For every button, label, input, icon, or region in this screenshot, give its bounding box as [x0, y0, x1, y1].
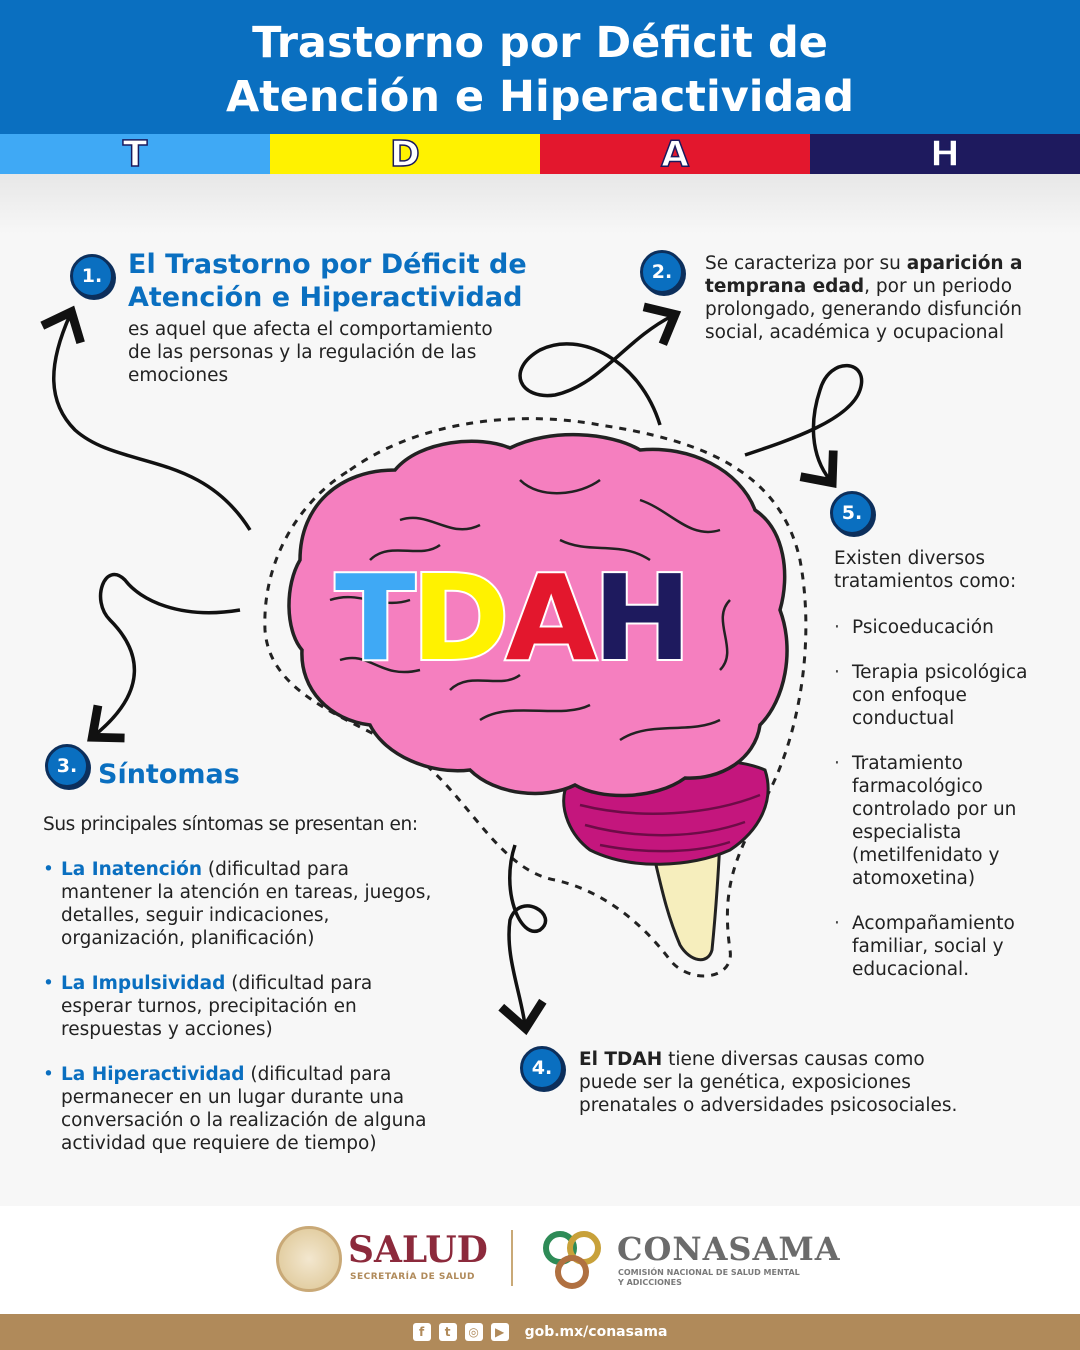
tdah-letter-h: H — [591, 549, 694, 687]
acronym-letter-a: A — [540, 133, 810, 175]
header-banner: Trastorno por Déficit de Atención e Hipe… — [0, 0, 1080, 134]
tdah-letter-t: T — [333, 549, 417, 687]
section3-intro: Sus principales síntomas se presentan en… — [43, 814, 418, 835]
section3-title: Síntomas — [98, 759, 240, 790]
conasama-logo-text: CONASAMA — [617, 1230, 841, 1268]
symptom-label: La Hiperactividad — [61, 1064, 245, 1085]
page-title-line1: Trastorno por Déficit de — [252, 18, 828, 68]
section2-badge: 2. — [640, 250, 684, 294]
conasama-logo-icon — [543, 1231, 601, 1289]
section1-title-line1: El Trastorno por Déficit de — [128, 249, 527, 280]
section3-badge: 3. — [45, 744, 89, 788]
instagram-icon[interactable]: ◎ — [464, 1323, 483, 1341]
brain-tdah-word: T D A H — [333, 549, 745, 687]
section2-text-pre: Se caracteriza por su — [705, 253, 907, 274]
acronym-bar: T D A H — [0, 133, 1080, 175]
website-link[interactable]: gob.mx/conasama — [524, 1324, 668, 1340]
tdah-letter-a: A — [503, 549, 598, 687]
symptom-item: La Hiperactividad (dificultad para perma… — [43, 1063, 433, 1155]
salud-logo-text: SALUD — [348, 1229, 488, 1271]
section2-text-bold: aparición a temprana edad — [705, 253, 1023, 297]
section4-text-post: tiene diversas causas como puede ser la … — [579, 1049, 958, 1116]
mexico-seal-icon — [276, 1226, 342, 1292]
treatment-item: Psicoeducación — [834, 616, 1059, 639]
footer-logos: SALUD SECRETARÍA DE SALUD CONASAMA COMIS… — [0, 1206, 1080, 1314]
section2-text: Se caracteriza por su aparición a tempra… — [705, 252, 1050, 344]
section4-badge: 4. — [520, 1046, 564, 1090]
symptom-label: La Impulsividad — [61, 973, 226, 994]
footer-divider — [511, 1230, 513, 1286]
symptom-desc: (dificultad para mantener la atención en… — [61, 859, 432, 949]
section1-title: El Trastorno por Déficit de Atención e H… — [128, 248, 548, 314]
symptom-item: La Inatención (dificultad para mantener … — [43, 858, 433, 950]
facebook-icon[interactable]: f — [412, 1323, 431, 1341]
treatments-list: Psicoeducación Terapia psicológica con e… — [834, 616, 1059, 1003]
acronym-letter-t: T — [0, 133, 270, 175]
treatment-item: Acompañamiento familiar, social y educac… — [834, 912, 1059, 981]
acronym-letter-h: H — [810, 133, 1080, 175]
conasama-logo-subtitle-1: COMISIÓN NACIONAL DE SALUD MENTAL — [618, 1268, 800, 1277]
treatment-item: Tratamiento farmacológico controlado por… — [834, 752, 1059, 890]
section4-text-bold: El TDAH — [579, 1049, 663, 1070]
section5-badge: 5. — [830, 491, 874, 535]
conasama-logo-subtitle-2: Y ADICCIONES — [618, 1278, 682, 1287]
section4-text: El TDAH tiene diversas causas como puede… — [579, 1048, 959, 1117]
youtube-icon[interactable]: ▶ — [490, 1323, 509, 1341]
social-bar: f t ◎ ▶ gob.mx/conasama — [0, 1314, 1080, 1350]
section5-intro: Existen diversos tratamientos como: — [834, 548, 1017, 592]
page-title-line2: Atención e Hiperactividad — [225, 72, 855, 122]
section1-text: es aquel que afecta el comportamiento de… — [128, 319, 493, 386]
salud-logo-subtitle: SECRETARÍA DE SALUD — [350, 1272, 475, 1282]
symptom-label: La Inatención — [61, 859, 202, 880]
symptom-desc: (dificultad para permanecer en un lugar … — [61, 1064, 427, 1154]
section2-text-post: , por un periodo prolongado, generando d… — [705, 276, 1023, 343]
symptom-desc: (dificultad para esperar turnos, precipi… — [61, 973, 373, 1040]
symptom-item: La Impulsividad (dificultad para esperar… — [43, 972, 433, 1041]
acronym-letter-d: D — [270, 133, 540, 175]
section1-title-line2: Atención e Hiperactividad — [128, 282, 523, 313]
section1-badge: 1. — [70, 254, 114, 298]
treatment-item: Terapia psicológica con enfoque conductu… — [834, 661, 1059, 730]
tdah-letter-d: D — [410, 549, 512, 687]
symptoms-list: La Inatención (dificultad para mantener … — [43, 858, 433, 1177]
twitter-icon[interactable]: t — [438, 1323, 457, 1341]
